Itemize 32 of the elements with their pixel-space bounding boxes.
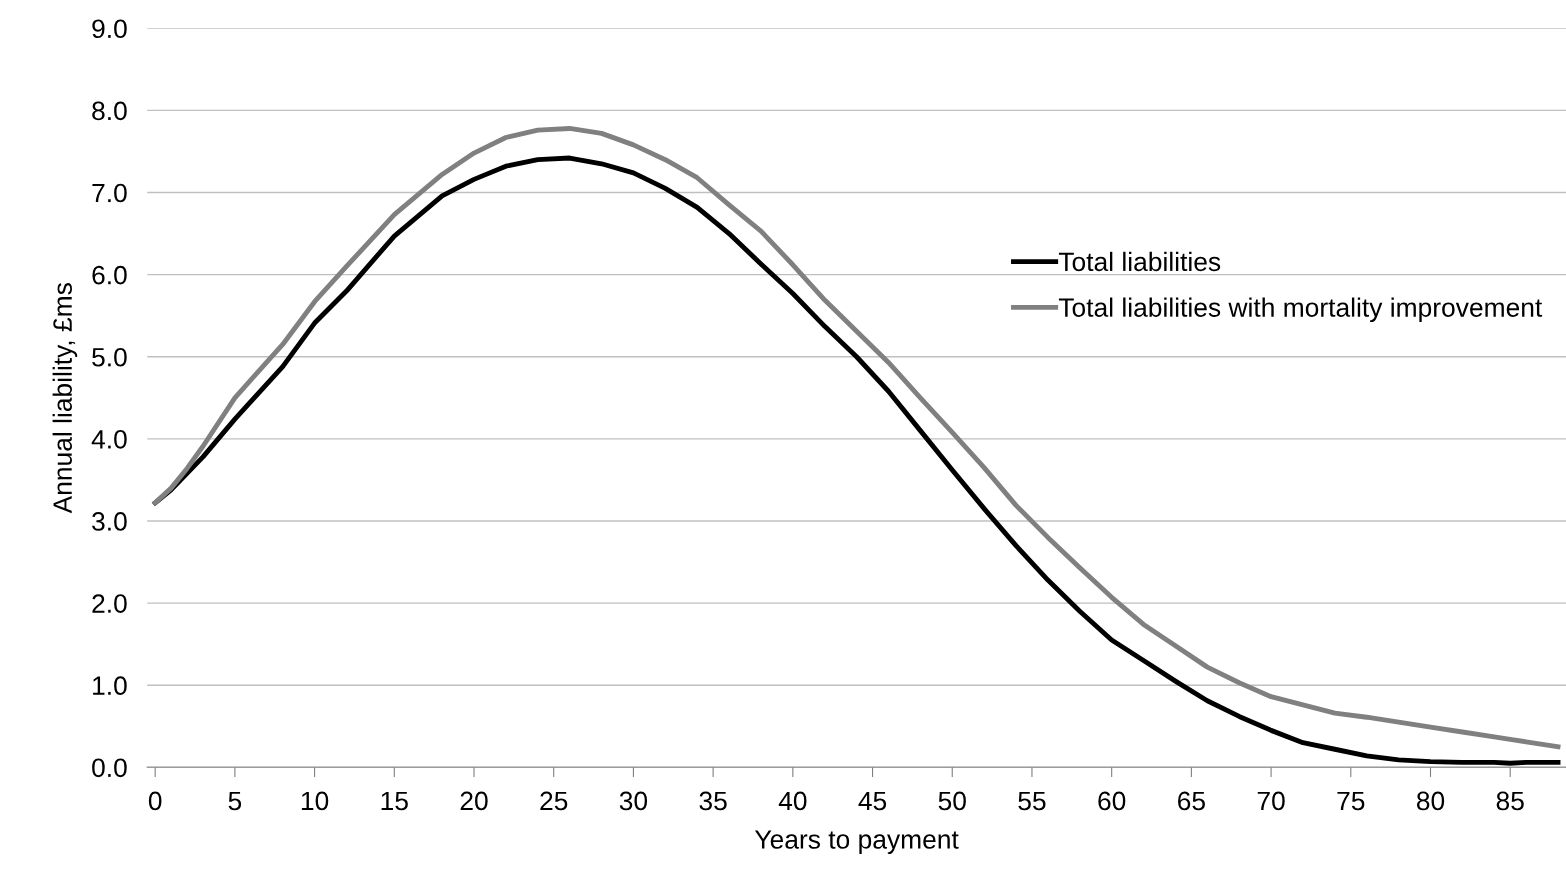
x-tick-label: 50	[938, 791, 966, 811]
y-axis-title: Annual liability, £ms	[52, 283, 78, 514]
y-tick-label: 1.0	[93, 676, 127, 696]
y-tick-label: 4.0	[91, 429, 127, 449]
y-tick-label: 6.0	[92, 265, 127, 285]
x-tick-label: 0	[148, 791, 162, 811]
x-tick-label: 85	[1496, 791, 1524, 811]
y-tick-label: 8.0	[92, 101, 127, 121]
x-tick-label: 75	[1337, 791, 1365, 811]
y-tick-label: 3.0	[92, 512, 127, 531]
x-tick-label: 20	[460, 791, 488, 811]
x-tick-label: 60	[1098, 791, 1126, 811]
x-tick-label: 70	[1257, 791, 1285, 811]
x-tick-label: 80	[1416, 791, 1445, 811]
x-tick-label: 65	[1178, 791, 1205, 811]
x-tick-label: 35	[699, 791, 727, 811]
x-tick-label: 55	[1018, 791, 1046, 811]
x-axis-title: Years to payment	[754, 830, 959, 855]
x-tick-label: 40	[778, 791, 807, 811]
x-tick-label: 30	[619, 791, 648, 811]
y-tick-label: 7.0	[92, 183, 127, 203]
x-tick-label: 25	[540, 791, 568, 811]
legend-label: Total liabilities	[1058, 251, 1221, 272]
y-tick-label: 0.0	[92, 758, 127, 778]
x-tick-label: 45	[858, 791, 887, 811]
y-tick-label: 2.0	[92, 594, 127, 613]
x-tick-label: 10	[301, 791, 329, 811]
x-tick-label: 15	[381, 791, 408, 811]
y-tick-label: 5.0	[92, 347, 127, 367]
x-tick-label: 5	[228, 791, 242, 811]
legend-label: Total liabilities with mortality improvement	[1058, 297, 1543, 323]
y-tick-label: 9.0	[92, 19, 127, 39]
